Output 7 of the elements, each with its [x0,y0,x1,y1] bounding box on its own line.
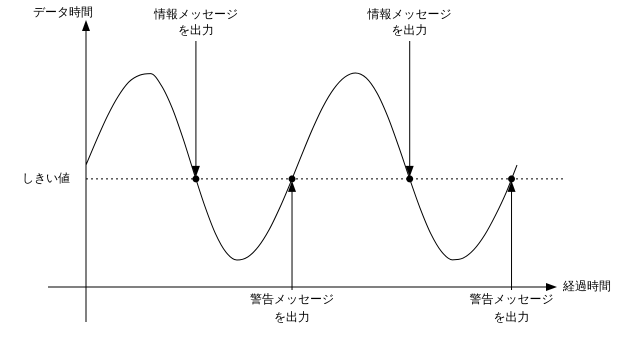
x-axis-title: 経過時間 [562,279,611,294]
annotation: 警告メッセージを出力 [470,292,554,324]
y-axis-title: データ時間 [33,5,93,20]
annotation: 情報メッセージを出力 [366,7,452,38]
annotation: 情報メッセージを出力 [152,7,238,38]
ref-line-label: しきい値 [22,171,70,186]
annotation: 警告メッセージを出力 [250,292,334,324]
